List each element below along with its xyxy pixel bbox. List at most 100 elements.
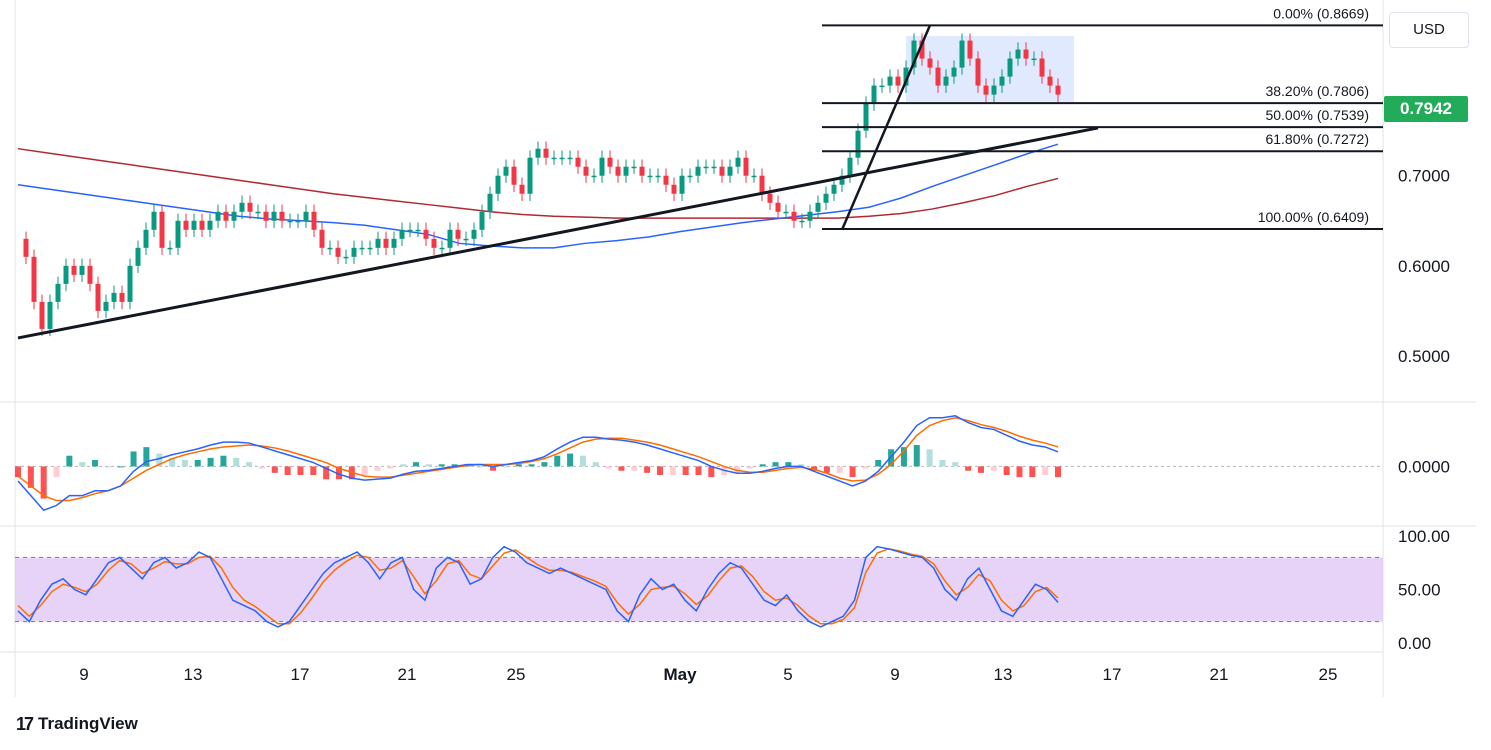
candle-body: [183, 220, 189, 230]
candle-body: [1039, 58, 1045, 77]
candle-body: [583, 166, 589, 176]
candle-body: [1023, 49, 1029, 59]
candle-body: [543, 148, 549, 158]
macd-histogram-bar: [785, 462, 792, 467]
macd-histogram-bar: [66, 455, 73, 467]
macd-histogram-bar: [1055, 466, 1061, 478]
macd-histogram-bar: [425, 464, 432, 467]
candle-body: [783, 211, 789, 214]
macd-histogram-bar: [477, 466, 484, 468]
macd-histogram-bar: [528, 464, 535, 467]
macd-histogram-bar: [246, 462, 253, 467]
macd-histogram-bar: [220, 455, 227, 467]
footer-branding[interactable]: 17 TradingView: [16, 712, 138, 736]
candle-body: [239, 202, 245, 212]
candle-body: [719, 166, 725, 176]
macd-histogram-bar: [862, 466, 869, 469]
candle-body: [855, 130, 861, 158]
candle-body: [815, 202, 821, 212]
candle-body: [375, 238, 381, 248]
stoch-d-line: [17, 548, 1059, 625]
candle-body: [599, 157, 605, 176]
candle-body: [71, 265, 77, 275]
candle-body: [119, 292, 125, 302]
candle-body: [319, 229, 325, 248]
macd-histogram-bar: [438, 464, 445, 467]
candle-body: [23, 238, 29, 257]
macd-histogram-bar: [1029, 466, 1036, 478]
candle-body: [439, 247, 445, 250]
candle-body: [911, 40, 917, 68]
candle-body: [287, 220, 293, 223]
macd-histogram-bar: [258, 466, 265, 469]
time-tick-label: 21: [1210, 665, 1229, 684]
candle-body: [975, 58, 981, 86]
candle-body: [191, 220, 197, 230]
macd-histogram-bar: [335, 466, 342, 480]
macd-histogram-bar: [194, 460, 201, 467]
time-tick-label: 5: [783, 665, 792, 684]
macd-histogram-bar: [169, 457, 176, 467]
candle-body: [823, 193, 829, 203]
macd-histogram-bar: [900, 447, 907, 467]
candle-body: [135, 247, 141, 266]
candle-body: [519, 184, 525, 194]
macd-histogram-bar: [939, 460, 946, 467]
candle-body: [47, 301, 53, 329]
macd-histogram-bar: [823, 466, 830, 473]
macd-histogram-bar: [515, 464, 522, 467]
candle-body: [991, 85, 997, 95]
candle-body: [359, 247, 365, 250]
candle-body: [327, 247, 333, 250]
currency-badge[interactable]: USD: [1389, 12, 1469, 48]
macd-histogram-bar: [746, 466, 753, 469]
macd-histogram-bar: [1016, 466, 1023, 478]
candle-body: [767, 193, 773, 203]
candle-body: [151, 211, 157, 230]
macd-histogram-bar: [15, 466, 21, 478]
candle-body: [103, 301, 109, 311]
macd-histogram-bar: [567, 453, 574, 467]
fib-level-label: 61.80% (0.7272): [1265, 131, 1369, 147]
macd-histogram-bar: [965, 466, 972, 471]
time-tick-label: 13: [184, 665, 203, 684]
candle-body: [591, 175, 597, 178]
candle-body: [447, 229, 453, 248]
macd-histogram-bar: [952, 462, 959, 467]
macd-histogram-bar: [451, 464, 458, 467]
candle-body: [231, 211, 237, 221]
macd-histogram-bar: [631, 466, 638, 471]
candle-body: [535, 148, 541, 158]
macd-histogram-bar: [284, 466, 291, 476]
candle-body: [791, 211, 797, 221]
macd-histogram-bar: [913, 445, 920, 467]
candle-body: [887, 76, 893, 86]
candle-body: [615, 166, 621, 176]
macd-histogram-bar: [400, 464, 407, 467]
candle-body: [999, 76, 1005, 86]
candle-body: [463, 238, 469, 241]
macd-histogram-bar: [27, 466, 34, 488]
candle-body: [495, 175, 501, 194]
sma-slow-line: [17, 147, 1059, 219]
candle-body: [559, 157, 565, 160]
candle-body: [335, 247, 341, 257]
macd-histogram-bar: [181, 460, 188, 467]
candle-body: [663, 175, 669, 185]
candle-body: [95, 283, 101, 311]
macd-histogram-bar: [130, 451, 137, 467]
candle-body: [655, 175, 661, 178]
sma-fast-line: [17, 143, 1059, 249]
candle-body: [207, 220, 213, 230]
candle-body: [983, 85, 989, 95]
candle-body: [223, 211, 229, 221]
candle-body: [1007, 58, 1013, 77]
fib-level-label: 38.20% (0.7806): [1265, 83, 1369, 99]
candle-body: [623, 166, 629, 176]
macd-histogram-bar: [682, 466, 689, 476]
price-tick-label: 0.6000: [1398, 257, 1450, 276]
candle-body: [295, 220, 301, 223]
price-tick-label: 0.7000: [1398, 167, 1450, 186]
candle-body: [895, 76, 901, 86]
